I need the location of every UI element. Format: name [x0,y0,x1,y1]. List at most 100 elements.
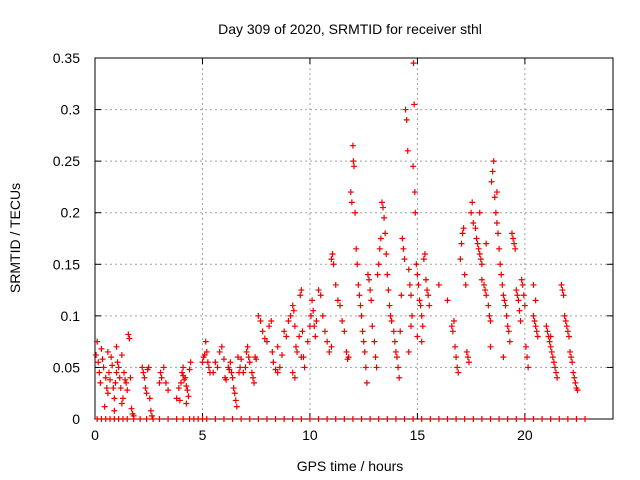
data-point [377,246,383,252]
data-point [105,390,111,396]
data-point [122,377,128,383]
data-point [318,292,324,298]
data-point [553,370,559,376]
data-point [368,297,374,303]
data-point [361,339,367,345]
data-point [525,364,531,370]
data-point [391,328,397,334]
data-point [341,328,347,334]
data-point [513,287,519,293]
data-point [296,333,302,339]
data-point [582,416,588,422]
data-point [462,272,468,278]
data-point [548,416,554,422]
data-point [137,416,143,422]
data-point [483,241,489,247]
data-point [356,292,362,298]
x-tick-label: 20 [517,427,533,443]
data-point [533,323,539,329]
data-point [95,359,101,365]
data-point [535,333,541,339]
data-point [450,328,456,334]
data-point [481,282,487,288]
data-point [129,406,135,412]
data-point [291,308,297,314]
data-point [464,349,470,355]
data-point [561,292,567,298]
data-point [349,199,355,205]
data-point [163,380,169,386]
x-tick-label: 5 [199,427,207,443]
data-point [532,318,538,324]
data-point [297,292,303,298]
data-point [405,148,411,154]
data-point [396,375,402,381]
data-point [571,375,577,381]
data-point [384,272,390,278]
data-point [518,318,524,324]
y-tick-label: 0 [72,411,80,427]
data-point [496,416,502,422]
y-tick-label: 0.05 [53,359,80,375]
data-point [515,297,521,303]
data-point [113,370,119,376]
data-point [421,256,427,262]
data-point [298,416,304,422]
data-point [453,354,459,360]
data-point [513,416,519,422]
data-point [371,339,377,345]
data-point [104,385,110,391]
data-point [494,220,500,226]
data-point [511,241,517,247]
data-point [523,344,529,350]
data-point [231,385,237,391]
data-point [93,352,99,358]
data-point [426,303,432,309]
data-point [475,241,481,247]
data-point [469,199,475,205]
y-tick-label: 0.2 [61,205,81,221]
data-point [158,370,164,376]
data-point [419,416,425,422]
data-point [565,328,571,334]
data-point [496,246,502,252]
data-point [156,380,162,386]
data-point [506,328,512,334]
data-point [407,282,413,288]
data-point [180,416,186,422]
data-point [552,364,558,370]
data-point [424,287,430,293]
data-point [500,354,506,360]
data-point [444,416,450,422]
data-point [292,375,298,381]
data-point [255,416,261,422]
data-point [179,370,185,376]
data-point [380,205,386,211]
data-point [119,352,125,358]
data-point [275,344,281,350]
data-point [102,404,108,410]
data-point [449,323,455,329]
data-point [320,313,326,319]
data-point [316,287,322,293]
data-point [427,416,433,422]
data-point [534,328,540,334]
data-point [520,282,526,288]
data-point [472,225,478,231]
data-point [264,416,270,422]
data-point [290,370,296,376]
data-point [530,416,536,422]
data-point [360,328,366,334]
data-point [383,251,389,257]
data-point [227,359,233,365]
data-point [310,308,316,314]
y-tick-label: 0.35 [53,50,80,66]
data-point [503,303,509,309]
data-point [98,346,104,352]
data-point [246,354,252,360]
data-point [406,266,412,272]
data-point [279,352,285,358]
data-point [408,323,414,329]
data-point [205,359,211,365]
data-point [385,287,391,293]
